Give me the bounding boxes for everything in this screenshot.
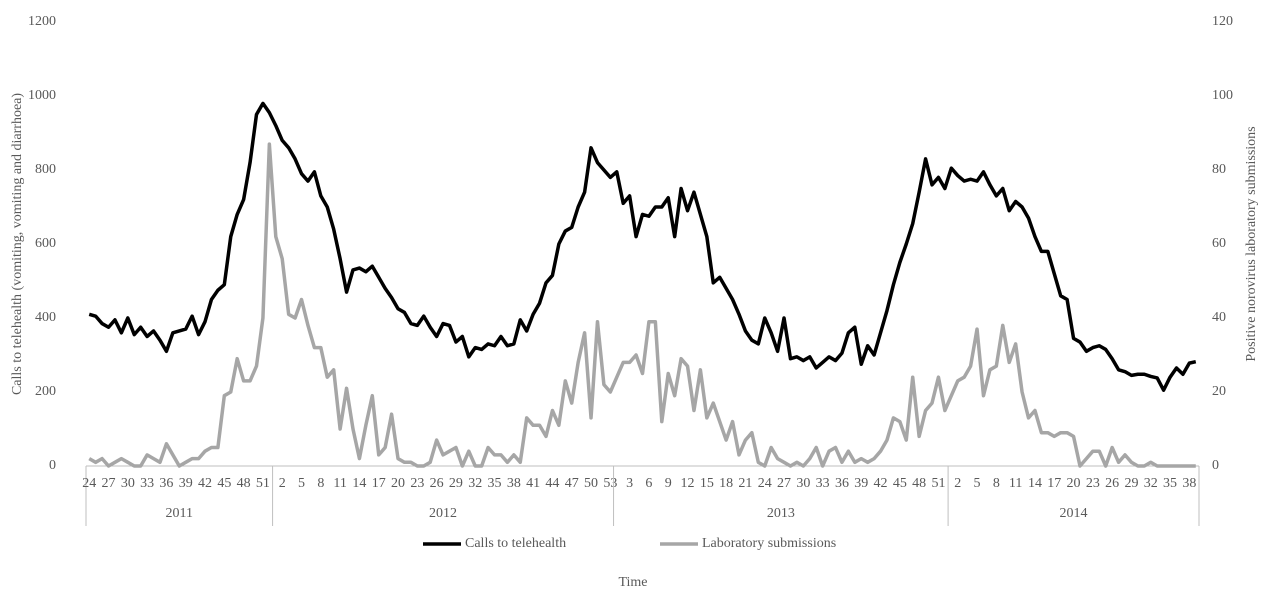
x-tick-label: 21 xyxy=(738,476,752,491)
x-tick-label: 23 xyxy=(1086,476,1100,491)
x-tick-label: 2 xyxy=(279,476,286,491)
y2-tick-label: 120 xyxy=(1212,14,1233,29)
x-tick-label: 35 xyxy=(488,476,502,491)
x-tick-label: 38 xyxy=(507,476,521,491)
x-tick-label: 26 xyxy=(1105,476,1119,491)
x-tick-label: 8 xyxy=(993,476,1000,491)
x-tick-label: 35 xyxy=(1163,476,1177,491)
x-group-label: 2012 xyxy=(429,506,457,521)
x-tick-label: 50 xyxy=(584,476,598,491)
y-tick-label: 1200 xyxy=(28,14,56,29)
x-tick-label: 11 xyxy=(1009,476,1022,491)
line-series xyxy=(88,142,1196,468)
y2-tick-label: 40 xyxy=(1212,310,1226,325)
x-tick-label: 3 xyxy=(626,476,633,491)
legend-label: Laboratory submissions xyxy=(702,536,836,551)
y-axis-label: Calls to telehealth (vomiting, vomiting … xyxy=(10,93,25,395)
x-tick-label: 42 xyxy=(874,476,888,491)
x-tick-label: 36 xyxy=(835,476,849,491)
legend-label: Calls to telehealth xyxy=(465,536,566,551)
x-tick-label: 5 xyxy=(974,476,981,491)
x-axis-label: Time xyxy=(618,575,647,590)
x-tick-label: 32 xyxy=(468,476,482,491)
x-tick-label: 24 xyxy=(758,476,772,491)
y2-axis-label: Positive norovirus laboratory submission… xyxy=(1244,126,1259,361)
y2-tick-label: 100 xyxy=(1212,88,1233,103)
y-tick-label: 0 xyxy=(49,458,56,473)
x-group-label: 2013 xyxy=(767,506,795,521)
x-tick-label: 8 xyxy=(317,476,324,491)
line-series xyxy=(88,101,1197,392)
x-tick-label: 12 xyxy=(681,476,695,491)
x-tick-label: 32 xyxy=(1144,476,1158,491)
x-tick-label: 51 xyxy=(256,476,270,491)
x-tick-label: 29 xyxy=(1124,476,1138,491)
x-tick-label: 39 xyxy=(179,476,193,491)
x-tick-label: 33 xyxy=(140,476,154,491)
x-tick-label: 51 xyxy=(931,476,945,491)
y2-tick-label: 80 xyxy=(1212,162,1226,177)
y-tick-label: 800 xyxy=(35,162,56,177)
x-tick-label: 27 xyxy=(777,476,791,491)
x-tick-label: 18 xyxy=(719,476,733,491)
x-tick-label: 17 xyxy=(372,476,386,491)
x-group-label: 2011 xyxy=(166,506,193,521)
x-tick-label: 6 xyxy=(645,476,652,491)
x-tick-label: 48 xyxy=(912,476,926,491)
y-tick-label: 1000 xyxy=(28,88,56,103)
x-tick-label: 14 xyxy=(1028,476,1042,491)
x-tick-label: 45 xyxy=(217,476,231,491)
x-group-label: 2014 xyxy=(1060,506,1088,521)
x-tick-label: 29 xyxy=(449,476,463,491)
x-tick-label: 20 xyxy=(1067,476,1081,491)
x-tick-label: 53 xyxy=(603,476,617,491)
x-tick-label: 5 xyxy=(298,476,305,491)
x-tick-label: 17 xyxy=(1047,476,1061,491)
x-tick-label: 26 xyxy=(430,476,444,491)
x-tick-label: 48 xyxy=(237,476,251,491)
x-tick-label: 38 xyxy=(1182,476,1196,491)
x-tick-label: 14 xyxy=(352,476,366,491)
y-tick-label: 200 xyxy=(35,384,56,399)
y2-tick-label: 20 xyxy=(1212,384,1226,399)
y2-tick-label: 60 xyxy=(1212,236,1226,251)
x-tick-label: 33 xyxy=(816,476,830,491)
x-tick-label: 15 xyxy=(700,476,714,491)
x-tick-label: 9 xyxy=(665,476,672,491)
x-tick-label: 42 xyxy=(198,476,212,491)
x-tick-label: 30 xyxy=(121,476,135,491)
x-tick-label: 11 xyxy=(333,476,346,491)
x-tick-label: 27 xyxy=(102,476,116,491)
x-tick-label: 47 xyxy=(565,476,579,491)
x-tick-label: 20 xyxy=(391,476,405,491)
x-tick-label: 2 xyxy=(954,476,961,491)
x-tick-label: 41 xyxy=(526,476,540,491)
x-tick-label: 30 xyxy=(796,476,810,491)
x-tick-label: 36 xyxy=(159,476,173,491)
y-tick-label: 400 xyxy=(35,310,56,325)
x-tick-label: 24 xyxy=(82,476,96,491)
x-tick-label: 23 xyxy=(410,476,424,491)
y2-tick-label: 0 xyxy=(1212,458,1219,473)
x-tick-label: 39 xyxy=(854,476,868,491)
x-tick-label: 44 xyxy=(545,476,559,491)
x-tick-label: 45 xyxy=(893,476,907,491)
y-tick-label: 600 xyxy=(35,236,56,251)
